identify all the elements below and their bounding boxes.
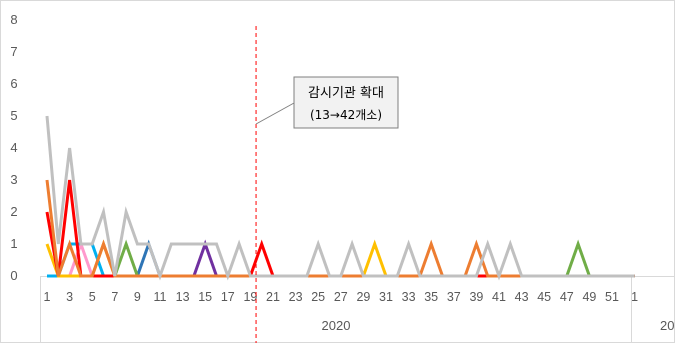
y-tick-label: 6: [10, 76, 17, 91]
x-tick-label: 33: [402, 290, 416, 304]
y-tick-label: 7: [10, 44, 17, 59]
x-tick-label: 23: [289, 290, 303, 304]
series-line: [47, 239, 635, 278]
x-tick-label: 19: [243, 290, 257, 304]
x-tick-label: 37: [447, 290, 461, 304]
y-tick-label: 8: [10, 12, 17, 27]
x-tick-label: 25: [311, 290, 325, 304]
x-tick-label: 21: [266, 290, 280, 304]
year-label: 20: [660, 318, 674, 333]
x-tick-label: 35: [424, 290, 438, 304]
y-tick-label: 5: [10, 108, 17, 123]
x-tick-label: 17: [221, 290, 235, 304]
year-label: 2020: [322, 318, 351, 333]
y-tick-label: 0: [10, 268, 17, 283]
x-tick-label: 47: [560, 290, 574, 304]
x-tick-label: 13: [176, 290, 190, 304]
y-tick-label: 1: [10, 236, 17, 251]
annotation-box: [293, 76, 399, 129]
series-line: [45, 179, 635, 278]
series-line: [45, 179, 635, 278]
x-tick-label: 1: [44, 290, 51, 304]
series-line: [45, 115, 635, 281]
annotation-line2: (13→42개소): [310, 108, 382, 122]
x-tick-label: 1: [631, 290, 638, 304]
x-tick-label: 27: [334, 290, 348, 304]
x-tick-label: 41: [492, 290, 506, 304]
x-tick-label: 49: [582, 290, 596, 304]
x-tick-label: 43: [515, 290, 529, 304]
y-tick-label: 4: [10, 140, 17, 155]
annotation-line1: 감시기관 확대: [308, 86, 384, 101]
x-tick-label: 11: [154, 290, 167, 304]
x-tick-label: 51: [605, 290, 619, 304]
y-tick-label: 2: [10, 204, 17, 219]
x-tick-label: 3: [66, 290, 73, 304]
x-tick-label: 15: [198, 290, 212, 304]
x-tick-label: 39: [469, 290, 483, 304]
x-tick-label: 9: [134, 290, 141, 304]
x-tick-label: 31: [379, 290, 393, 304]
x-tick-label: 7: [111, 290, 118, 304]
x-tick-label: 29: [356, 290, 370, 304]
x-tick-label: 45: [537, 290, 551, 304]
x-tick-label: 5: [89, 290, 96, 304]
annotation-pointer: [255, 102, 295, 125]
y-tick-label: 3: [10, 172, 17, 187]
